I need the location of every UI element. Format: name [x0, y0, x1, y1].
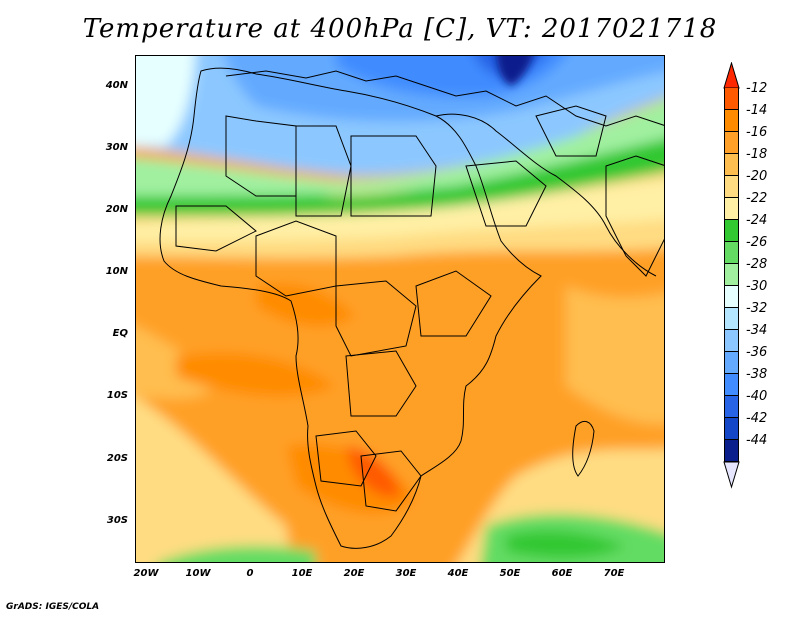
- lon-label-30e: 30E: [395, 568, 417, 579]
- colorbar-swatch-6: [724, 220, 739, 242]
- chart-title: Temperature at 400hPa [C], VT: 201702171…: [82, 14, 718, 44]
- lat-label-30n: 30N: [105, 142, 128, 153]
- border-saudi: [465, 160, 547, 227]
- colorbar-swatch-0: [724, 88, 739, 110]
- europe-asia-coast: [225, 70, 664, 127]
- colorbar-label: -14: [746, 103, 768, 118]
- colorbar-label: -34: [746, 323, 768, 338]
- lat-label-20n: 20N: [105, 204, 128, 215]
- border-egypt-sudan: [350, 135, 437, 217]
- border-central-africa: [335, 280, 417, 357]
- border-west-africa: [175, 205, 257, 252]
- colorbar-top-arrow: [723, 62, 740, 89]
- colorbar-label: -26: [746, 235, 768, 250]
- lon-label-0: 0: [246, 568, 254, 579]
- colorbar-swatch-1: [724, 110, 739, 132]
- colorbar-swatch-4: [724, 176, 739, 198]
- border-libya: [295, 125, 352, 217]
- colorbar-swatch-16: [724, 440, 739, 462]
- colorbar-label: -38: [746, 367, 768, 382]
- lon-label-40e: 40E: [447, 568, 469, 579]
- lat-label-30s: 30S: [106, 515, 128, 526]
- temperature-field: [136, 56, 664, 562]
- colorbar-swatch-10: [724, 308, 739, 330]
- colorbar-swatch-11: [724, 330, 739, 352]
- lon-label-10e: 10E: [291, 568, 313, 579]
- colorbar-swatch-12: [724, 352, 739, 374]
- colorbar-swatch-15: [724, 418, 739, 440]
- border-iran: [535, 105, 607, 157]
- lat-label-10s: 10S: [106, 390, 128, 401]
- colorbar-label: -44: [746, 433, 768, 448]
- colorbar-swatch-5: [724, 198, 739, 220]
- colorbar-label: -16: [746, 125, 768, 140]
- lon-label-10w: 10W: [185, 568, 211, 579]
- lon-label-50e: 50E: [499, 568, 521, 579]
- africa-coastline: [159, 67, 542, 549]
- temperature-map: [136, 56, 664, 562]
- lat-label-20s: 20S: [106, 453, 128, 464]
- colorbar-label: -32: [746, 301, 768, 316]
- colorbar-label: -28: [746, 257, 768, 272]
- footer-credit: GrADS: IGES/COLA: [6, 602, 100, 612]
- lat-label-40n: 40N: [105, 80, 128, 91]
- lon-label-60e: 60E: [551, 568, 573, 579]
- colorbar-bottom-arrow: [723, 461, 740, 489]
- colorbar-label: -40: [746, 389, 768, 404]
- lon-label-70e: 70E: [603, 568, 625, 579]
- colorbar-swatch-7: [724, 242, 739, 264]
- colorbar-label: -18: [746, 147, 768, 162]
- colorbar-label: -12: [746, 81, 768, 96]
- lon-label-20e: 20E: [343, 568, 365, 579]
- colorbar-swatch-14: [724, 396, 739, 418]
- border-zimbabwe-sa: [360, 450, 422, 512]
- lon-label-20w: 20W: [133, 568, 159, 579]
- colorbar-swatch-9: [724, 286, 739, 308]
- colorbar-swatch-13: [724, 374, 739, 396]
- arabia-coast: [435, 113, 657, 277]
- colorbar-label: -20: [746, 169, 768, 184]
- lat-label-eq: EQ: [112, 328, 128, 339]
- colorbar-label: -42: [746, 411, 768, 426]
- india-coast: [605, 155, 664, 277]
- lat-label-10n: 10N: [105, 266, 128, 277]
- border-ethiopia: [415, 270, 492, 337]
- colorbar-swatch-8: [724, 264, 739, 286]
- colorbar-label: -36: [746, 345, 768, 360]
- coastlines: [159, 67, 664, 549]
- madagascar: [572, 420, 595, 477]
- border-congo: [345, 350, 417, 417]
- colorbar-label: -22: [746, 191, 768, 206]
- colorbar-label: -24: [746, 213, 768, 228]
- colorbar-swatch-3: [724, 154, 739, 176]
- colorbar-label: -30: [746, 279, 768, 294]
- border-namibia-botswana: [315, 430, 377, 487]
- colorbar-swatch-2: [724, 132, 739, 154]
- cold-core-northeast: [496, 56, 533, 86]
- map-panel: [135, 55, 665, 563]
